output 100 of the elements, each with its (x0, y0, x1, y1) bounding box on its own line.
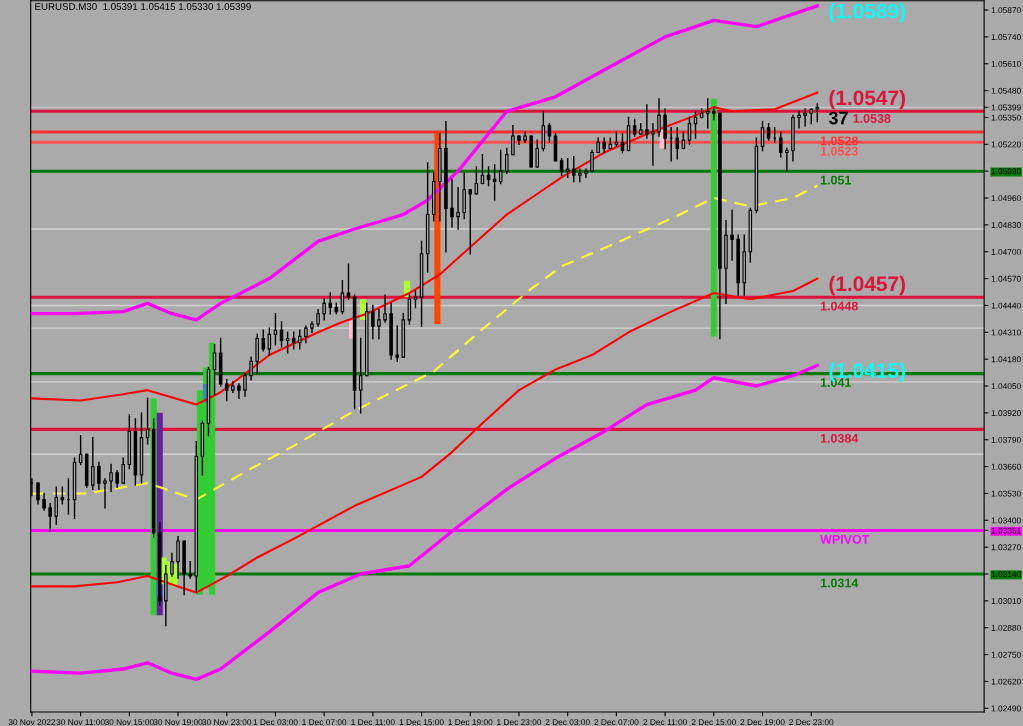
candlestick (803, 108, 807, 127)
y-tick-label: 1.05399 (991, 104, 1021, 111)
ref-line-label: 1.051 (820, 175, 852, 185)
y-tick-label: 1.05870 (991, 7, 1021, 14)
candlestick (474, 166, 479, 195)
candlestick (498, 149, 503, 185)
y-tick-label: 1.03920 (991, 410, 1021, 416)
x-tick-label: 30 Nov 15:00 (104, 719, 154, 726)
x-tick-label: 2 Dec 11:00 (643, 719, 687, 726)
y-tick-label: 1.04180 (991, 356, 1021, 363)
x-tick-label: 1 Dec 03:00 (253, 719, 298, 726)
line-series (30, 184, 819, 501)
y-tick-label: 1.02490 (991, 705, 1021, 712)
candlestick (383, 294, 387, 323)
candlestick (645, 104, 649, 139)
candlestick (675, 127, 680, 160)
chart-title: EURUSD.M30 1.05391 1.05415 1.05330 1.05399 (35, 3, 251, 10)
y-tick-label: 1.05220 (991, 141, 1021, 148)
candlestick (328, 292, 333, 315)
line-series (30, 4, 819, 322)
candlestick (456, 186, 460, 230)
annotation: (1.0457) (829, 275, 905, 296)
ref-line-label: WPIVOT (820, 534, 870, 544)
candlestick (657, 98, 661, 137)
candlestick (285, 331, 290, 354)
y-tick-label: 1.04700 (991, 248, 1021, 255)
y-tick-label: 1.02750 (991, 651, 1021, 658)
y-tick-label: 1.02620 (991, 678, 1021, 685)
y-tick-label: 1.04440 (991, 302, 1021, 309)
y-tick-label: 1.03400 (991, 517, 1021, 524)
x-tick-label: 30 Nov 2022 (8, 719, 56, 726)
y-tick-label: 1.02880 (991, 624, 1021, 631)
y-tick-label: 1.04050 (991, 383, 1021, 390)
candlestick (571, 156, 576, 183)
candlestick (785, 147, 789, 172)
candlestick (91, 436, 95, 490)
candlestick (255, 333, 259, 375)
candlestick (797, 110, 801, 129)
candlestick (36, 482, 40, 505)
x-tick-label: 2 Dec 07:00 (594, 719, 639, 726)
candlestick (541, 110, 546, 152)
candlestick (511, 125, 515, 156)
ref-line-label: 1.0314 (820, 578, 859, 588)
candlestick (535, 139, 540, 168)
y-tick-label: 1.03270 (991, 544, 1021, 551)
annotation: (1.0589) (829, 3, 905, 23)
y-tick-label: 1.03530 (991, 490, 1021, 497)
candlestick (121, 457, 126, 484)
candlestick (103, 478, 107, 509)
x-tick-label: 1 Dec 19:00 (448, 719, 493, 726)
y-tick-label: 1.04570 (991, 275, 1021, 282)
line-series (30, 277, 819, 594)
candlestick (358, 337, 363, 414)
x-tick-label: 1 Dec 15:00 (399, 719, 444, 726)
x-tick-label: 1 Dec 11:00 (351, 719, 395, 726)
candlestick (48, 503, 52, 532)
candlestick (462, 172, 466, 220)
y-tick-label: 1.03010 (991, 598, 1021, 604)
y-tick-label: 1.05610 (991, 60, 1021, 67)
x-tick-label: 30 Nov 19:00 (153, 719, 203, 726)
candlestick (547, 122, 552, 143)
y-tick-label: 1.05740 (991, 34, 1021, 40)
candlestick (663, 108, 667, 150)
candlestick (395, 325, 399, 362)
line-series (30, 91, 819, 406)
y-tick-label: 1.04830 (991, 222, 1021, 228)
y-tick-label: 1.04310 (991, 329, 1021, 336)
candlestick (492, 164, 497, 201)
y-tick-label: 1.03790 (991, 436, 1021, 443)
candlestick (590, 149, 594, 172)
annotation: (1.0547) (829, 89, 905, 110)
candlestick (377, 308, 381, 340)
candlestick (237, 383, 241, 400)
candlestick (243, 372, 247, 398)
x-tick-label: 1 Dec 07:00 (302, 719, 347, 726)
candlestick (651, 122, 655, 166)
candlestick (176, 536, 180, 579)
candlestick (578, 168, 582, 183)
candlestick (170, 552, 174, 577)
x-tick-label: 2 Dec 19:00 (740, 719, 785, 726)
y-tick-label: 1.05480 (991, 87, 1021, 94)
ref-line-label: 1.0384 (820, 433, 859, 443)
candlestick (468, 189, 473, 255)
x-tick-label: 2 Dec 03:00 (545, 719, 590, 726)
candlestick (505, 147, 509, 174)
candlestick (705, 98, 710, 129)
candlestick (779, 131, 783, 158)
candlestick (267, 327, 272, 356)
candlestick (450, 178, 454, 228)
candlestick (730, 209, 734, 261)
candlestick (109, 463, 113, 493)
candlestick (346, 263, 351, 300)
candlestick (298, 329, 302, 350)
y-tick-label: 1.05090 (991, 168, 1021, 175)
candlestick (54, 486, 59, 526)
candlestick (565, 158, 570, 179)
annotation: 1.0538 (853, 114, 891, 123)
y-tick-label: 1.03660 (991, 463, 1021, 470)
y-tick-label: 1.05350 (991, 114, 1021, 121)
x-tick-label: 2 Dec 15:00 (691, 719, 736, 726)
